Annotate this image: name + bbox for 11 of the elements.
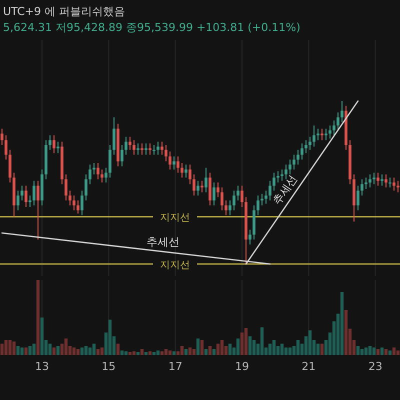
x-tick-label: 13 (35, 360, 49, 373)
chart-subtitle: 5,624.31 저95,428.89 종95,539.99 +103.81 (+0.11%) (3, 21, 300, 34)
x-tick-label: 19 (235, 360, 249, 373)
x-tick-label: 15 (102, 360, 116, 373)
x-tick-label: 17 (168, 360, 182, 373)
chart-title: UTC+9 에 퍼블리쉬했음 (3, 5, 126, 18)
x-tick-label: 21 (302, 360, 316, 373)
series-label: 추세선 (146, 236, 180, 249)
ref-line-label: 지지선 (160, 260, 190, 271)
ref-line-label: 지지선 (160, 212, 190, 224)
x-tick-label: 23 (368, 360, 382, 373)
